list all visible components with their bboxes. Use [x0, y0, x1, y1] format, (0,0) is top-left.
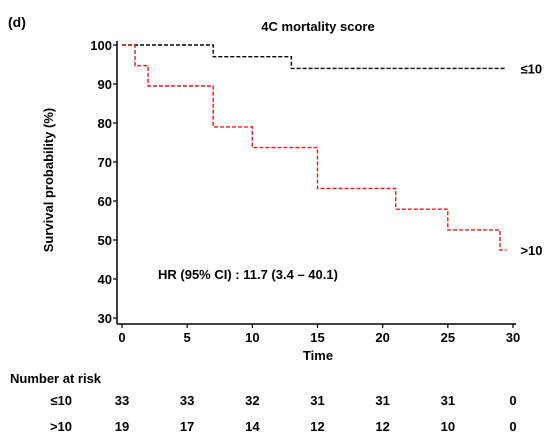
y-tick-label: 50	[98, 233, 112, 248]
x-tick-label: 5	[184, 330, 191, 345]
series-end-label: ≤10	[520, 61, 542, 76]
risk-table: ≤10 33 33 32 31 31 31 0 >10 19 17 14 12 12 10 0	[50, 393, 517, 434]
risk-count: 31	[441, 393, 455, 408]
x-tick-label: 15	[310, 330, 324, 345]
x-axis-label: Time	[303, 348, 333, 363]
y-tick-label: 30	[98, 311, 112, 326]
x-tick-label: 25	[441, 330, 455, 345]
risk-count: 31	[375, 393, 389, 408]
y-tick-label: 40	[98, 272, 112, 287]
x-axis-ticks: 0 5 10 15 20 25 30	[118, 324, 520, 345]
y-tick-label: 70	[98, 155, 112, 170]
series-layer	[122, 44, 507, 251]
risk-count: 33	[115, 393, 129, 408]
risk-table-title: Number at risk	[10, 371, 102, 386]
hr-annotation: HR (95% CI) : 11.7 (3.4 – 40.1)	[158, 267, 338, 282]
risk-count: 32	[245, 393, 259, 408]
x-tick-label: 20	[375, 330, 389, 345]
y-axis-label: Survival probability (%)	[41, 108, 56, 252]
risk-count: 17	[180, 419, 194, 434]
risk-count: 14	[245, 419, 260, 434]
x-tick-label: 0	[118, 330, 125, 345]
risk-count: 12	[310, 419, 324, 434]
risk-count: 19	[115, 419, 129, 434]
risk-count: 33	[180, 393, 194, 408]
series-end-labels: ≤10 >10	[520, 61, 542, 258]
series-end-label: >10	[520, 243, 542, 258]
risk-count: 10	[441, 419, 455, 434]
y-axis-ticks: 30 40 50 60 70 80 90 100	[90, 38, 117, 326]
chart-title: 4C mortality score	[261, 19, 374, 34]
x-tick-label: 10	[245, 330, 259, 345]
y-tick-label: 90	[98, 77, 112, 92]
risk-count: 31	[310, 393, 324, 408]
risk-count: 0	[509, 393, 516, 408]
y-tick-label: 60	[98, 194, 112, 209]
x-tick-label: 30	[506, 330, 520, 345]
panel-label: (d)	[8, 14, 26, 30]
risk-count: 0	[509, 419, 516, 434]
y-tick-label: 80	[98, 116, 112, 131]
series-line	[122, 44, 507, 251]
risk-count: 12	[375, 419, 389, 434]
risk-row-label: >10	[50, 419, 72, 434]
series-line	[122, 44, 507, 70]
risk-row-label: ≤10	[50, 393, 72, 408]
y-tick-label: 100	[90, 38, 112, 53]
